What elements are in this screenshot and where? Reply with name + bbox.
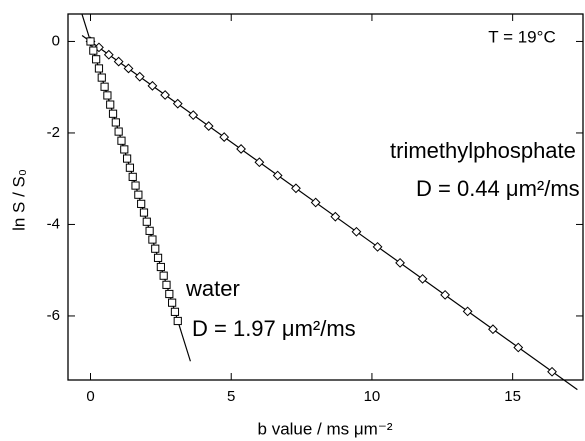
y-tick-label: -6: [47, 307, 60, 324]
point: [351, 226, 362, 237]
point: [153, 253, 163, 262]
x-tick-label: 0: [86, 388, 94, 405]
plot-frame: [67, 13, 584, 381]
point: [92, 55, 101, 64]
point: [147, 80, 158, 91]
x-tick-label: 5: [227, 388, 235, 405]
point: [108, 109, 118, 118]
point: [168, 298, 177, 307]
x-tick-label: 10: [364, 388, 381, 405]
point: [97, 73, 106, 82]
point: [134, 190, 143, 199]
point: [100, 82, 109, 91]
point: [291, 183, 301, 194]
point: [219, 132, 230, 142]
point: [131, 181, 140, 190]
x-axis-label: b value / ms μm⁻²: [258, 419, 393, 438]
point: [114, 127, 123, 136]
point: [159, 271, 168, 280]
point: [254, 157, 265, 168]
point: [160, 90, 170, 100]
point: [236, 144, 246, 154]
point: [440, 289, 451, 300]
point: [139, 208, 149, 217]
point: [488, 324, 498, 335]
point: [128, 172, 137, 181]
point: [148, 235, 157, 244]
y-tick-label: -4: [47, 215, 60, 232]
point: [103, 91, 112, 100]
point: [272, 170, 283, 181]
point: [86, 37, 95, 46]
point: [395, 257, 405, 268]
point: [137, 199, 146, 208]
point: [170, 307, 180, 316]
point: [103, 49, 114, 60]
point: [417, 273, 428, 284]
point: [162, 280, 171, 289]
point: [172, 98, 183, 109]
annotation: D = 0.44 μm²/ms: [416, 176, 580, 201]
point: [513, 342, 524, 353]
annotation: T = 19°C: [488, 27, 555, 46]
point: [94, 64, 104, 73]
point: [117, 136, 126, 145]
point: [188, 110, 199, 121]
point: [134, 71, 145, 82]
point: [123, 63, 134, 74]
point: [151, 244, 160, 253]
y-tick-label: 0: [52, 32, 60, 49]
point: [462, 306, 473, 317]
point: [120, 145, 129, 154]
point: [106, 100, 115, 109]
annotation: water: [185, 276, 240, 301]
y-tick-label: -2: [47, 124, 60, 141]
annotation: trimethylphosphate: [390, 138, 576, 163]
x-tick-label: 15: [504, 388, 521, 405]
point: [165, 289, 174, 299]
point: [111, 118, 120, 127]
point: [173, 316, 182, 326]
point: [203, 121, 214, 131]
point: [156, 262, 165, 272]
point: [547, 366, 557, 377]
point: [122, 154, 132, 163]
point: [372, 241, 383, 252]
point: [145, 226, 154, 235]
point: [125, 163, 135, 172]
point: [113, 56, 124, 67]
point: [89, 46, 98, 55]
point: [310, 197, 321, 208]
annotation: D = 1.97 μm²/ms: [192, 316, 356, 341]
point: [94, 42, 104, 53]
point: [142, 217, 151, 226]
point: [330, 211, 341, 222]
y-axis-label: ln S / S₀: [9, 169, 28, 231]
